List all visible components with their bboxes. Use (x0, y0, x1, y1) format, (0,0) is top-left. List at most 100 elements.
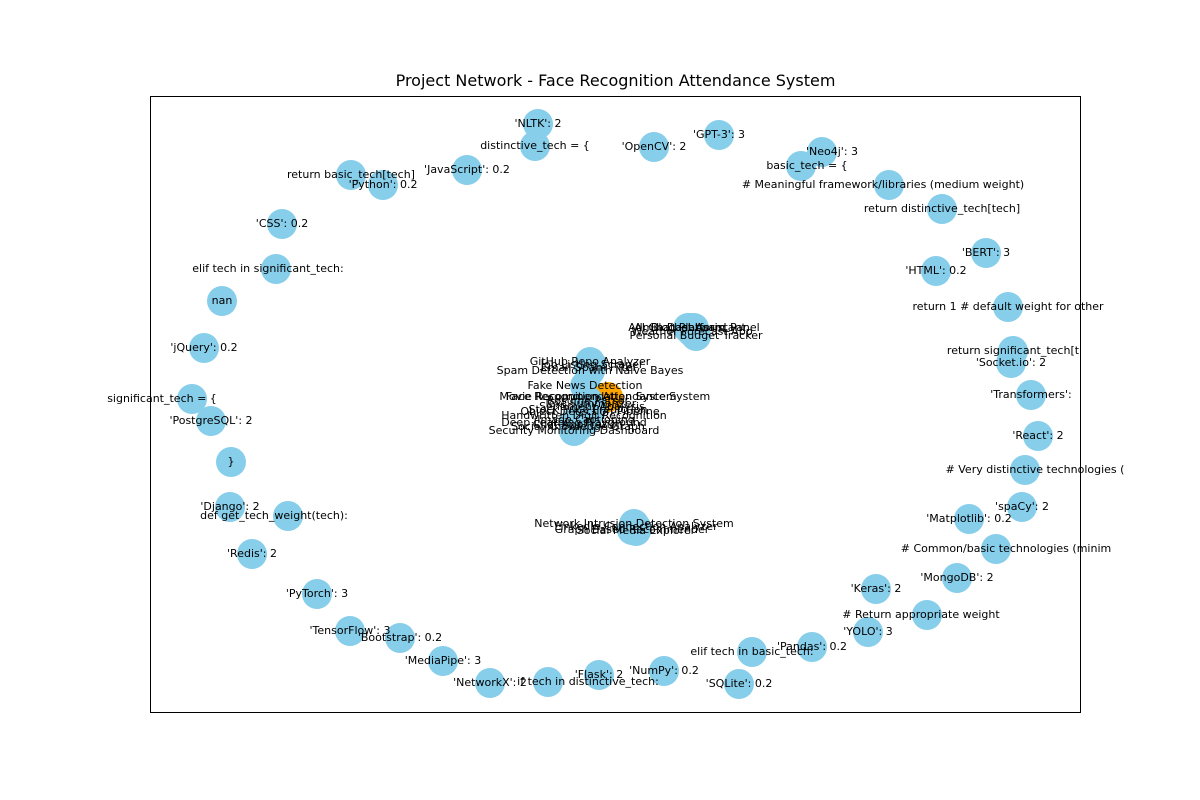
outer-node-label: 'jQuery': 0.2 (170, 341, 237, 354)
project-node-label: Fake News Detection (528, 379, 643, 392)
outer-node (1010, 455, 1040, 485)
outer-node-label: 'Matplotlib': 0.2 (926, 512, 1011, 525)
project-node-label: Face Recognition Attendance System (506, 390, 710, 403)
project-node-label: LinkedIn Connection Analyzer (554, 520, 718, 533)
outer-node (216, 447, 246, 477)
outer-node (215, 492, 245, 522)
outer-node (189, 333, 219, 363)
outer-node-label: return distinctive_tech[tech] (864, 202, 1020, 215)
outer-node-label: # Return appropriate weight (842, 608, 1000, 621)
outer-node (912, 600, 942, 630)
outer-node (177, 384, 207, 414)
outer-node-label: 'Pandas': 0.2 (777, 640, 847, 653)
project-node-label: Handwritten Digit Recognition (501, 409, 667, 422)
outer-node (797, 632, 827, 662)
outer-node (993, 292, 1023, 322)
project-node-label: Personal Budget Tracker (630, 329, 763, 342)
outer-node (335, 616, 365, 646)
outer-node-label: return significant_tech[t (947, 344, 1080, 357)
outer-node (639, 132, 669, 162)
outer-node (724, 669, 754, 699)
outer-node-label: elif tech in significant_tech: (192, 262, 343, 275)
project-node-label: Image Captioning (537, 413, 634, 426)
outer-node (336, 160, 366, 190)
outer-node-label: significant_tech = { (107, 392, 217, 405)
project-node-label: Job Listing Scraper (540, 358, 644, 371)
outer-node-label: 'Transformers': (990, 388, 1072, 401)
outer-node-label: 'Redis': 2 (227, 547, 277, 560)
project-node-label: Social Knowledge Graph (511, 420, 645, 433)
project-node-label: Email Spam Filter (541, 361, 638, 374)
outer-node-label: 'CSS': 0.2 (256, 217, 308, 230)
outer-node (533, 667, 563, 697)
outer-node-label: 'Python': 0.2 (349, 178, 418, 191)
outer-node-label: 'Socket.io': 2 (976, 356, 1046, 369)
outer-node (971, 238, 1001, 268)
project-node-label: Deep Learning Playground (501, 416, 647, 429)
outer-node-label: nan (212, 294, 233, 307)
outer-node-label: return basic_tech[tech] (287, 168, 415, 181)
outer-node (261, 254, 291, 284)
outer-node (996, 348, 1026, 378)
project-node-label: GitHub Repo Analyzer (530, 355, 651, 368)
outer-node (196, 406, 226, 436)
project-node-label: Resume Parser (547, 394, 629, 407)
outer-node (1023, 421, 1053, 451)
project-node (559, 416, 589, 446)
outer-node (786, 151, 816, 181)
outer-node-label: 'MediaPipe': 3 (405, 654, 481, 667)
outer-node-label: 'YOLO': 3 (843, 625, 892, 638)
outer-node-label: 'Bootstrap': 0.2 (358, 631, 442, 644)
outer-node (981, 534, 1011, 564)
outer-node (942, 563, 972, 593)
outer-node (584, 660, 614, 690)
outer-node-label: 'React': 2 (1012, 429, 1063, 442)
outer-node (368, 170, 398, 200)
outer-node (428, 646, 458, 676)
outer-node (874, 170, 904, 200)
outer-node (927, 194, 957, 224)
outer-node (921, 256, 951, 286)
outer-node (853, 617, 883, 647)
project-node-label: Graph Based Recommender (555, 523, 710, 536)
project-node-label: Stock Price Prediction (529, 403, 648, 416)
outer-node-label: 'Flask': 2 (575, 668, 623, 681)
project-node-label: Admin Dashboard Panel (628, 321, 759, 334)
outer-node (475, 668, 505, 698)
outer-node (452, 155, 482, 185)
outer-node-label: distinctive_tech = { (480, 139, 590, 152)
project-node-label: Chat Application (533, 418, 624, 431)
outer-node-label: 'Neo4j': 3 (806, 145, 858, 158)
outer-node (523, 109, 553, 139)
outer-node-label: } (228, 455, 235, 468)
chart-title: Project Network - Face Recognition Atten… (395, 71, 836, 90)
project-node (621, 516, 651, 546)
outer-node-label: elif tech in basic_tech: (690, 645, 813, 658)
outer-node-label: 'NetworkX': 2 (453, 676, 527, 689)
outer-node (207, 286, 237, 316)
outer-node-label: 'GPT-3': 3 (693, 128, 745, 141)
outer-node (954, 504, 984, 534)
labels-layer: 'NLTK': 2 distinctive_tech = {'GPT-3': 3 '… (107, 117, 1124, 690)
outer-node (273, 501, 303, 531)
project-node-label: Blog Platform (651, 321, 725, 334)
outer-node-label: def get_tech_weight(tech): (200, 509, 348, 522)
outer-node-label: 'TensorFlow': 3 (310, 624, 391, 637)
project-node-label: Spam Detection with Naive Bayes (497, 364, 684, 377)
project-node-label: Movie Recommendation System (499, 390, 676, 403)
project-node-label: Social Media Explorer (577, 524, 696, 537)
outer-node-label: 'SQLite': 0.2 (706, 677, 773, 690)
project-node-label: Object Detection Pipeline (520, 405, 660, 418)
nodes-layer (177, 109, 1053, 699)
outer-node (861, 574, 891, 604)
project-node-label: Security Monitoring Dashboard (489, 424, 660, 437)
outer-node (267, 209, 297, 239)
project-node-label: AI Chatbot Assistant (634, 321, 746, 334)
outer-node-label: 'spaCy': 2 (995, 500, 1049, 513)
outer-node-label: 'MongoDB': 2 (920, 571, 993, 584)
outer-node-label: 'HTML': 0.2 (905, 264, 966, 277)
outer-node (1007, 492, 1037, 522)
outer-node (385, 623, 415, 653)
outer-node-label: 'Django': 2 (200, 500, 259, 513)
